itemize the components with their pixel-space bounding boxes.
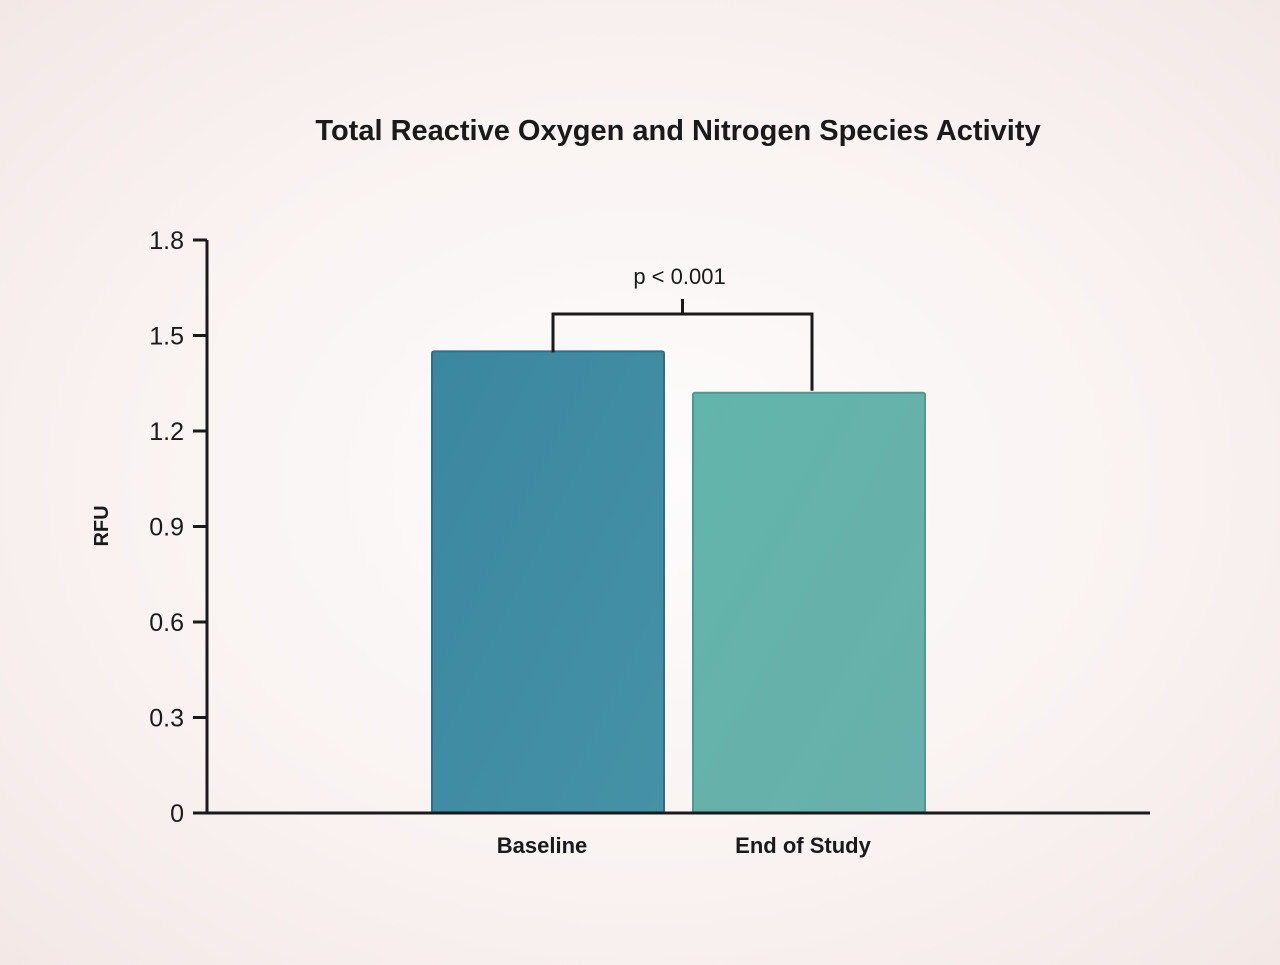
y-tick-label: 1.2: [149, 418, 184, 446]
y-tick-label: 0.3: [149, 705, 184, 733]
plot-area: Baseline End of Study 0 0.3 0.6 0.9 1.2 1.5 1.8 p…: [149, 227, 1150, 858]
y-tick-label: 1.5: [149, 323, 184, 351]
bar-end-of-study: [692, 391, 926, 814]
significance-label: p < 0.001: [633, 264, 725, 289]
y-tick-label: 0.6: [149, 609, 184, 637]
chart-title: Total Reactive Oxygen and Nitrogen Speci…: [315, 115, 1040, 147]
y-axis-label: RFU: [91, 505, 113, 546]
y-tick-label: 1.8: [149, 227, 184, 255]
x-tick-label: Baseline: [497, 833, 588, 858]
bar-baseline: [431, 350, 665, 814]
y-tick-label: 0: [170, 800, 184, 828]
x-tick-label: End of Study: [735, 833, 871, 858]
y-tick-label: 0.9: [149, 514, 184, 542]
